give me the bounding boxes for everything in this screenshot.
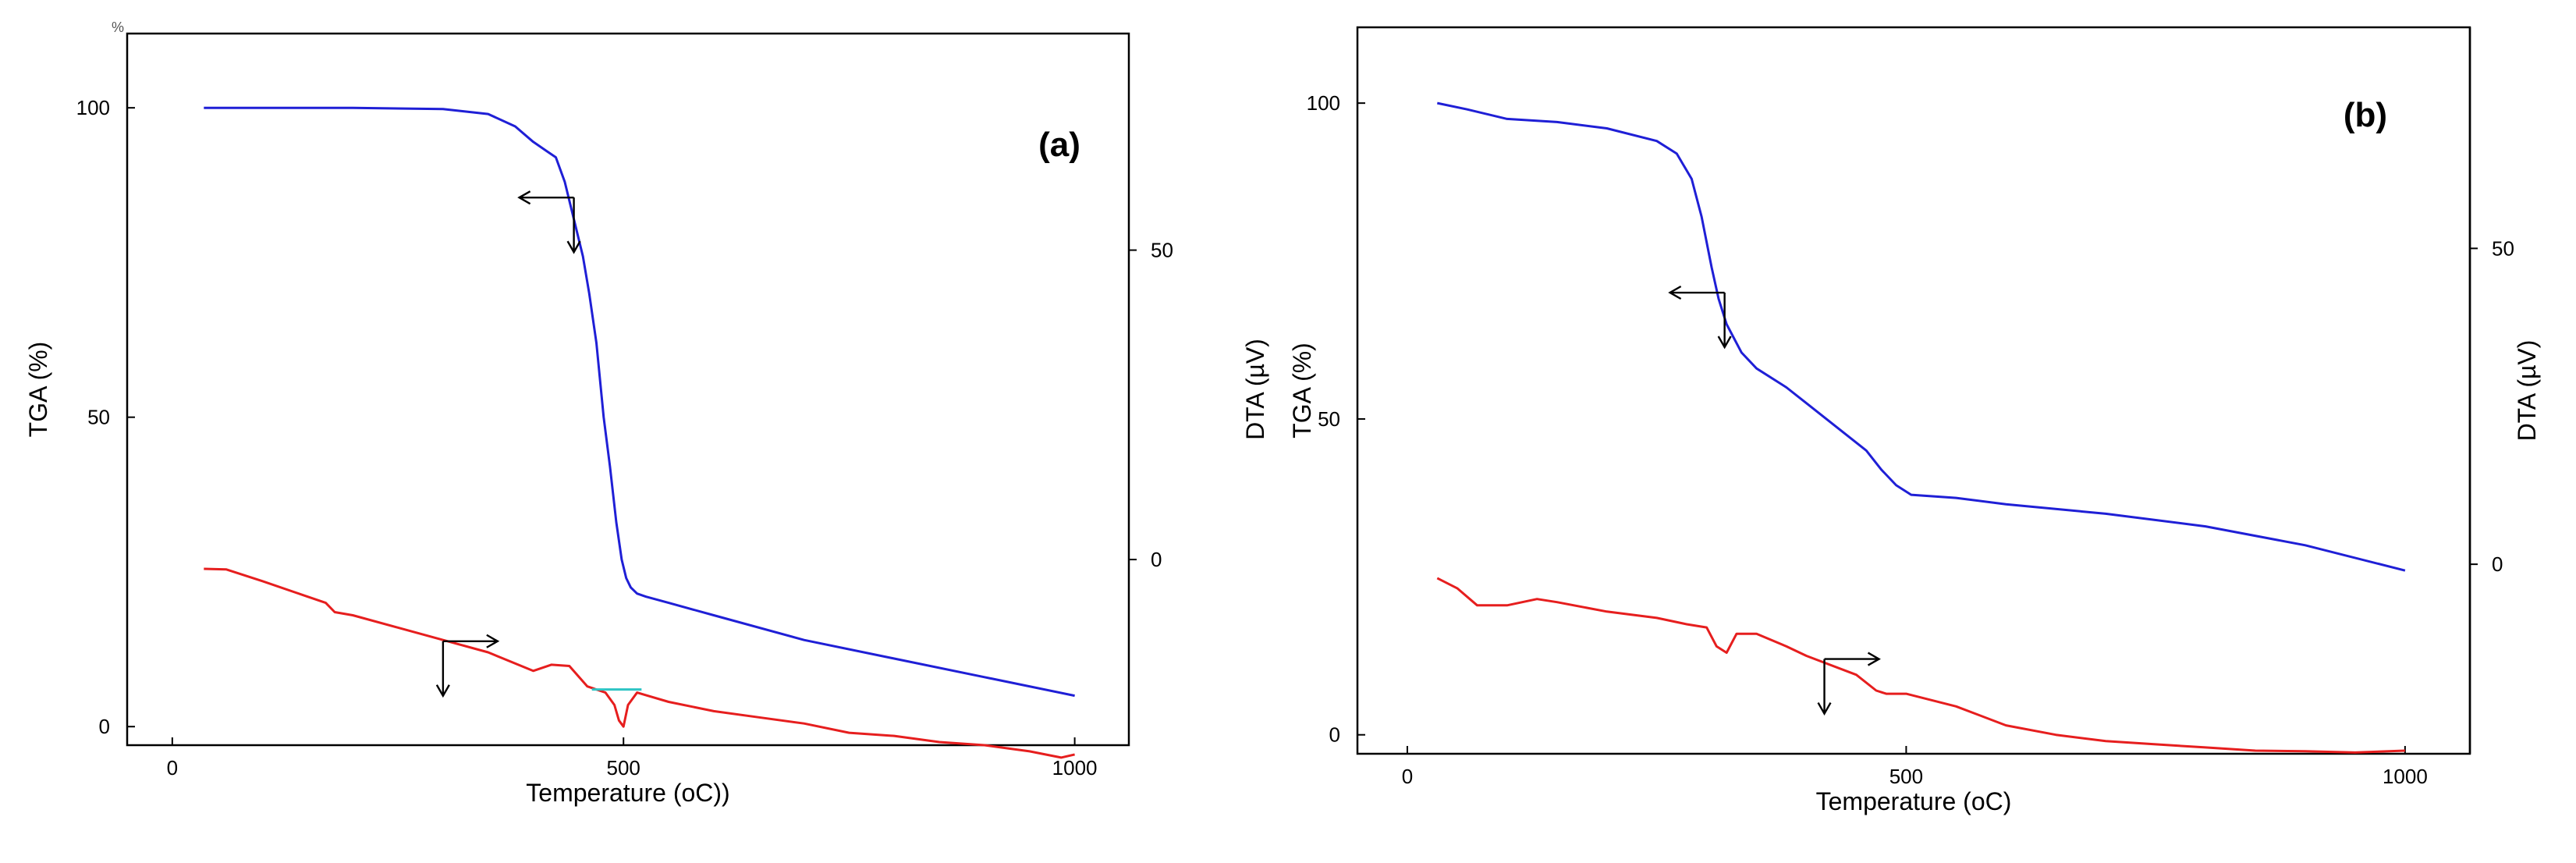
arrowhead-down xyxy=(1717,336,1732,350)
x-tick-label: 500 xyxy=(607,756,640,780)
percent-mark: % xyxy=(112,20,124,35)
x-tick-label: 1000 xyxy=(2383,765,2428,788)
y2-tick-label: 0 xyxy=(2492,552,2503,576)
panel-label: (b) xyxy=(2344,96,2387,134)
arrowhead-right xyxy=(1867,652,1881,666)
series-tga-line xyxy=(204,106,1075,698)
x-axis-title: Temperature (oC) xyxy=(1816,787,2012,815)
y2-tick-label: 50 xyxy=(2492,236,2514,260)
y-tick-label: 100 xyxy=(1307,91,1340,115)
arrowhead-down xyxy=(566,240,581,254)
y2-axis-title: DTA (µV) xyxy=(2513,340,2541,442)
y-tick-label: 0 xyxy=(99,715,110,738)
x-axis-title: Temperature (oC)) xyxy=(526,779,729,807)
x-tick-label: 500 xyxy=(1889,765,1923,788)
x-tick-label: 0 xyxy=(167,756,178,780)
x-tick-label: 1000 xyxy=(1052,756,1098,780)
y-tick-label: 0 xyxy=(1329,723,1340,747)
arrowhead-left xyxy=(517,190,531,205)
y-axis-title: TGA (%) xyxy=(1288,343,1316,439)
x-tick-label: 0 xyxy=(1402,765,1413,788)
series-dta-line xyxy=(1436,577,2405,754)
y2-tick-label: 0 xyxy=(1151,548,1162,571)
chart-panel-a: 0 500 1000 0 50 100 0 50 Temperature (oC)) TGA (%… xyxy=(0,0,1269,863)
y2-tick-label: 50 xyxy=(1151,239,1173,262)
chart-panel-b: 0 500 1000 0 50 100 0 50 Temperature (oC) TGA (%)… xyxy=(1287,0,2576,863)
y-tick-label: 100 xyxy=(76,96,110,119)
y-tick-label: 50 xyxy=(1318,407,1340,431)
y-axis-title: TGA (%) xyxy=(24,342,52,438)
series-tga-line xyxy=(1436,101,2406,572)
arrowhead-left xyxy=(1668,285,1682,300)
arrowhead-down xyxy=(1817,701,1832,716)
plot-frame xyxy=(1356,26,2471,755)
arrowhead-right xyxy=(486,634,500,648)
arrowhead-down xyxy=(435,684,450,698)
y-tick-label: 50 xyxy=(87,406,110,429)
panel-label: (a) xyxy=(1038,126,1080,164)
y2-axis-title: DTA (µV) xyxy=(1241,339,1269,440)
plot-frame xyxy=(126,32,1130,747)
series-dta-line xyxy=(204,567,1075,759)
